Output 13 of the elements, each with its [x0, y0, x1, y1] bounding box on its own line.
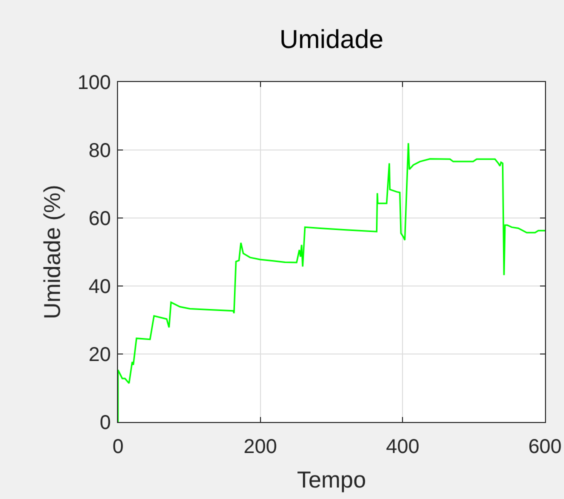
x-tick-label: 600 [528, 436, 562, 458]
x-tick-label: 400 [386, 436, 420, 458]
line-series [118, 142, 545, 422]
y-tick-label: 40 [88, 276, 111, 298]
chart-title: Umidade [279, 24, 384, 54]
y-tick-label: 0 [100, 412, 111, 434]
y-tick-label: 60 [88, 208, 111, 230]
y-tick-label: 100 [78, 72, 111, 94]
y-tick-label: 80 [88, 140, 111, 162]
x-axis-title: Tempo [296, 466, 366, 493]
y-axis-title: Umidade (%) [38, 184, 65, 320]
x-tick-label: 200 [244, 436, 278, 458]
y-tick-label: 20 [88, 344, 111, 366]
